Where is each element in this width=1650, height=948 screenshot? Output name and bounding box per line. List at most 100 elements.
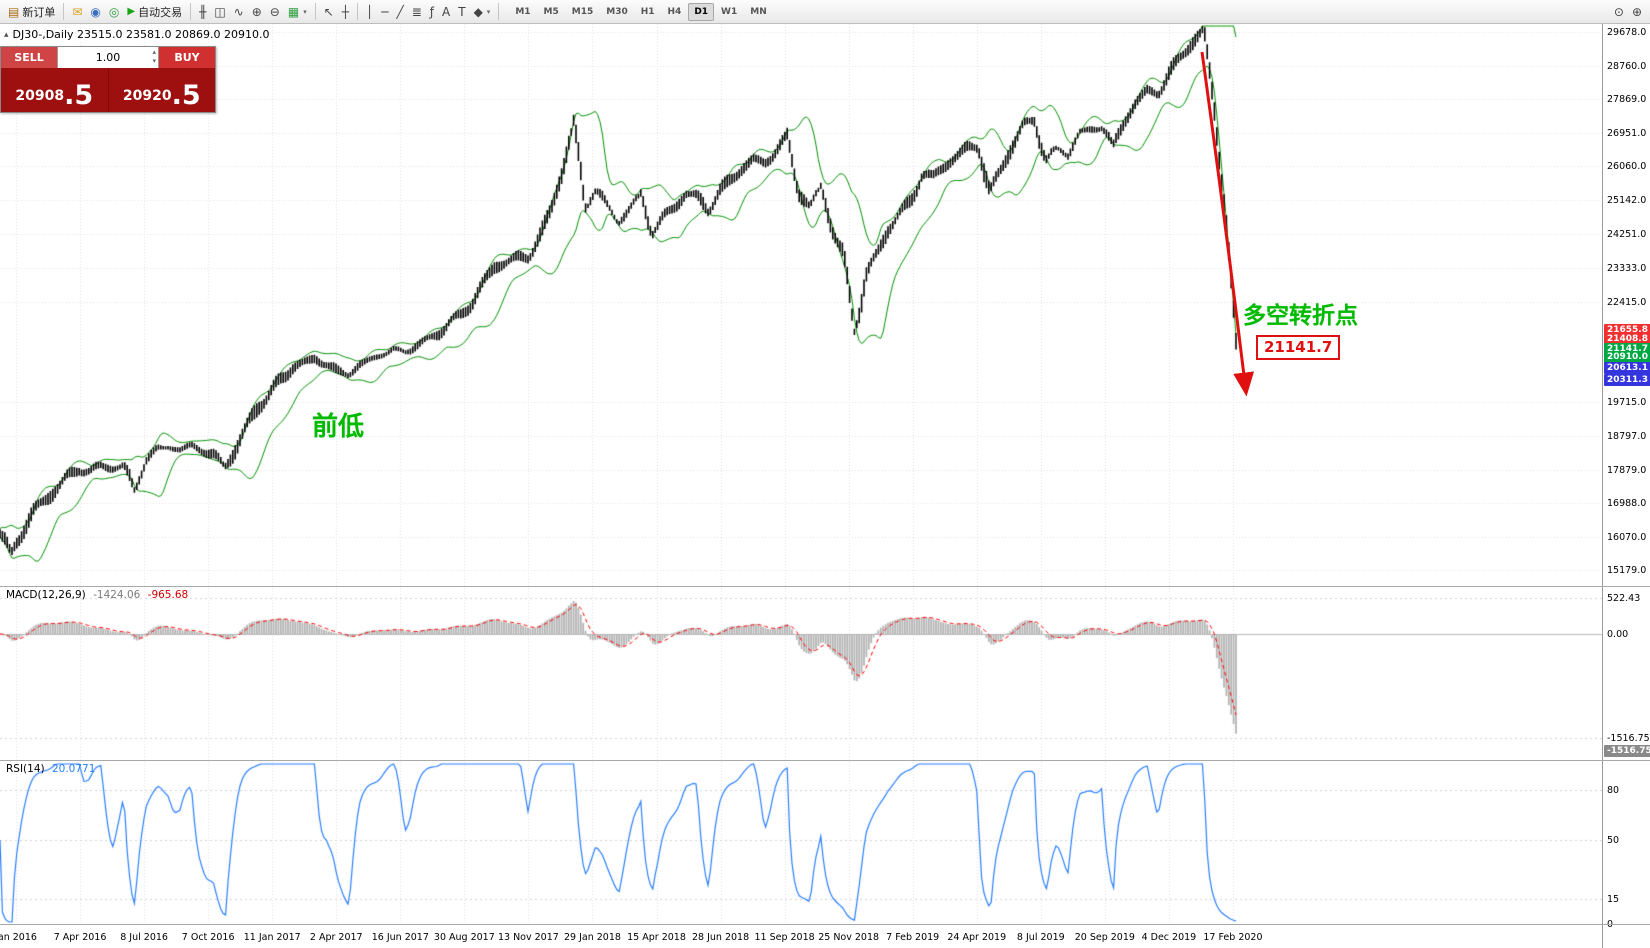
price-badge: 20613.1 [1604,362,1650,375]
crosshair-button[interactable]: ┼ [338,2,353,22]
horizontal-line-button[interactable]: ─ [377,2,392,22]
buy-button[interactable]: BUY [159,47,215,68]
mail-button[interactable]: ✉ [68,2,86,22]
price-axis-label: 16070.0 [1607,531,1647,543]
tile-windows-button[interactable]: ▦ ▾ [284,2,311,22]
fibonacci-icon: ƒ [429,4,434,19]
macd-value-main: -1424.06 [93,589,141,601]
zoom-window-button[interactable]: ⊕ [1628,2,1646,22]
vertical-line-button[interactable]: │ [362,2,377,22]
rsi-label: RSI(14) [6,763,45,775]
new-order-icon: ▤ [8,4,20,19]
zoom-out-button[interactable]: ⊖ [266,2,284,22]
search-symbol-button[interactable]: ⊙ [1610,2,1628,22]
magnifier-icon: ⊕ [1631,4,1642,19]
label-tool-icon: T [458,4,466,19]
panel-separator-dates [0,924,1650,925]
price-badge: 20910.0 [1604,351,1650,364]
rsi-axis-label: 15 [1607,893,1620,905]
spinner-up-icon[interactable]: ▴ [152,48,156,56]
price-axis: 29678.0 28760.0 27869.0 26951.0 26060.0 25142… [1602,24,1650,948]
market-watch-button[interactable]: ◎ [105,2,123,22]
rsi-axis-label: 50 [1607,835,1620,846]
price-chart-canvas[interactable] [0,24,1602,948]
volume-input[interactable]: 1.00 ▴ ▾ [57,47,159,68]
timeframe-m1[interactable]: M1 [515,6,531,17]
macd-axis-label: 0.00 [1607,629,1629,640]
price-axis-label: 22415.0 [1607,296,1647,308]
new-order-button[interactable]: ▤ 新订单 [4,2,59,22]
candlestick-chart-icon: ◫ [214,4,226,19]
toolbar-separator [314,3,316,20]
panel-separator-rsi[interactable] [0,760,1650,761]
price-badge: 21408.8 [1604,332,1650,345]
shapes-button[interactable]: ◆ ▾ [470,2,495,22]
trendline-button[interactable]: ╱ [392,2,407,22]
spinner-down-icon[interactable]: ▾ [152,57,156,65]
sell-price-main: 20908 [15,88,65,104]
timeframe-h4[interactable]: H4 [667,6,682,17]
autotrading-button[interactable]: ▶ 自动交易 [123,2,186,22]
buy-price[interactable]: 20920 .5 [109,68,216,112]
vertical-line-icon: │ [366,4,374,19]
zoom-in-icon: ⊕ [251,4,262,19]
timeframe-w1[interactable]: W1 [721,6,738,17]
turning-point-annotation[interactable]: 多空转折点 [1243,303,1358,329]
buy-price-frac: .5 [171,80,201,111]
toolbar-right: ⊙ ⊕ [1610,2,1646,22]
rsi-value: 20.0771 [51,763,96,775]
price-axis-label: 26951.0 [1607,128,1647,140]
price-callout[interactable]: 21141.7 [1256,335,1341,360]
previous-low-annotation[interactable]: 前低 [312,412,365,442]
equidistant-channel-button[interactable]: ≣ [408,2,426,22]
buy-price-main: 20920 [122,88,172,104]
text-tool-button[interactable]: A [438,2,454,22]
bar-chart-button[interactable]: ╫ [195,2,210,22]
volume-spinner[interactable]: ▴ ▾ [152,48,156,66]
timeframe-m30[interactable]: M30 [606,6,628,17]
main-toolbar: ▤ 新订单 ✉ ◉ ◎ ▶ 自动交易 ╫ ◫ ∿ ⊕ ⊖ ▦ ▾ ↖ ┼ │ ─ … [0,0,1650,24]
toolbar-separator [63,3,65,20]
timeframe-mn[interactable]: MN [750,6,767,17]
sell-price-frac: .5 [64,80,94,111]
toolbar-separator [498,3,500,20]
chart-title: ▴ DJ30-,Daily 23515.0 23581.0 20869.0 20… [4,28,269,41]
chart-area: ▴ DJ30-,Daily 23515.0 23581.0 20869.0 20… [0,24,1602,948]
label-tool-button[interactable]: T [454,2,469,22]
profile-button[interactable]: ◉ [86,2,104,22]
price-axis-label: 17879.0 [1607,464,1647,476]
timeframe-d1[interactable]: D1 [688,2,715,21]
cursor-icon: ↖ [323,4,334,19]
fibonacci-button[interactable]: ƒ [426,2,438,22]
timeframe-h1[interactable]: H1 [640,6,655,17]
price-axis-label: 15179.0 [1607,565,1647,577]
new-order-label: 新订单 [22,5,56,19]
chevron-down-icon: ▾ [486,7,491,16]
timeframe-m5[interactable]: M5 [543,6,559,17]
sell-price[interactable]: 20908 .5 [1,68,109,112]
volume-value: 1.00 [95,51,121,64]
rsi-axis-label: 80 [1607,784,1620,796]
sell-button[interactable]: SELL [1,47,57,68]
panel-separator-macd[interactable] [0,586,1650,587]
text-tool-icon: A [442,4,451,19]
macd-value-signal: -965.68 [147,589,189,601]
price-axis-label: 28760.0 [1607,61,1647,73]
price-axis-label: 23333.0 [1607,262,1647,274]
candlestick-chart-button[interactable]: ◫ [210,2,229,22]
profile-icon: ◉ [90,4,101,19]
price-axis-label: 16988.0 [1607,497,1647,509]
one-click-trading-panel: SELL 1.00 ▴ ▾ BUY 20908 .5 20920 .5 [0,46,216,113]
zoom-out-icon: ⊖ [269,4,280,19]
chart-title-text: DJ30-,Daily 23515.0 23581.0 20869.0 2091… [12,28,270,41]
price-axis-label: 18797.0 [1607,430,1647,442]
price-axis-label: 19715.0 [1607,396,1647,408]
timeframe-m15[interactable]: M15 [571,6,594,17]
cursor-button[interactable]: ↖ [320,2,338,22]
macd-header: MACD(12,26,9) -1424.06 -965.68 [6,589,192,601]
zoom-in-button[interactable]: ⊕ [248,2,266,22]
tile-windows-icon: ▦ [287,4,300,19]
crash-arrow[interactable] [1180,44,1300,416]
line-chart-button[interactable]: ∿ [230,2,248,22]
